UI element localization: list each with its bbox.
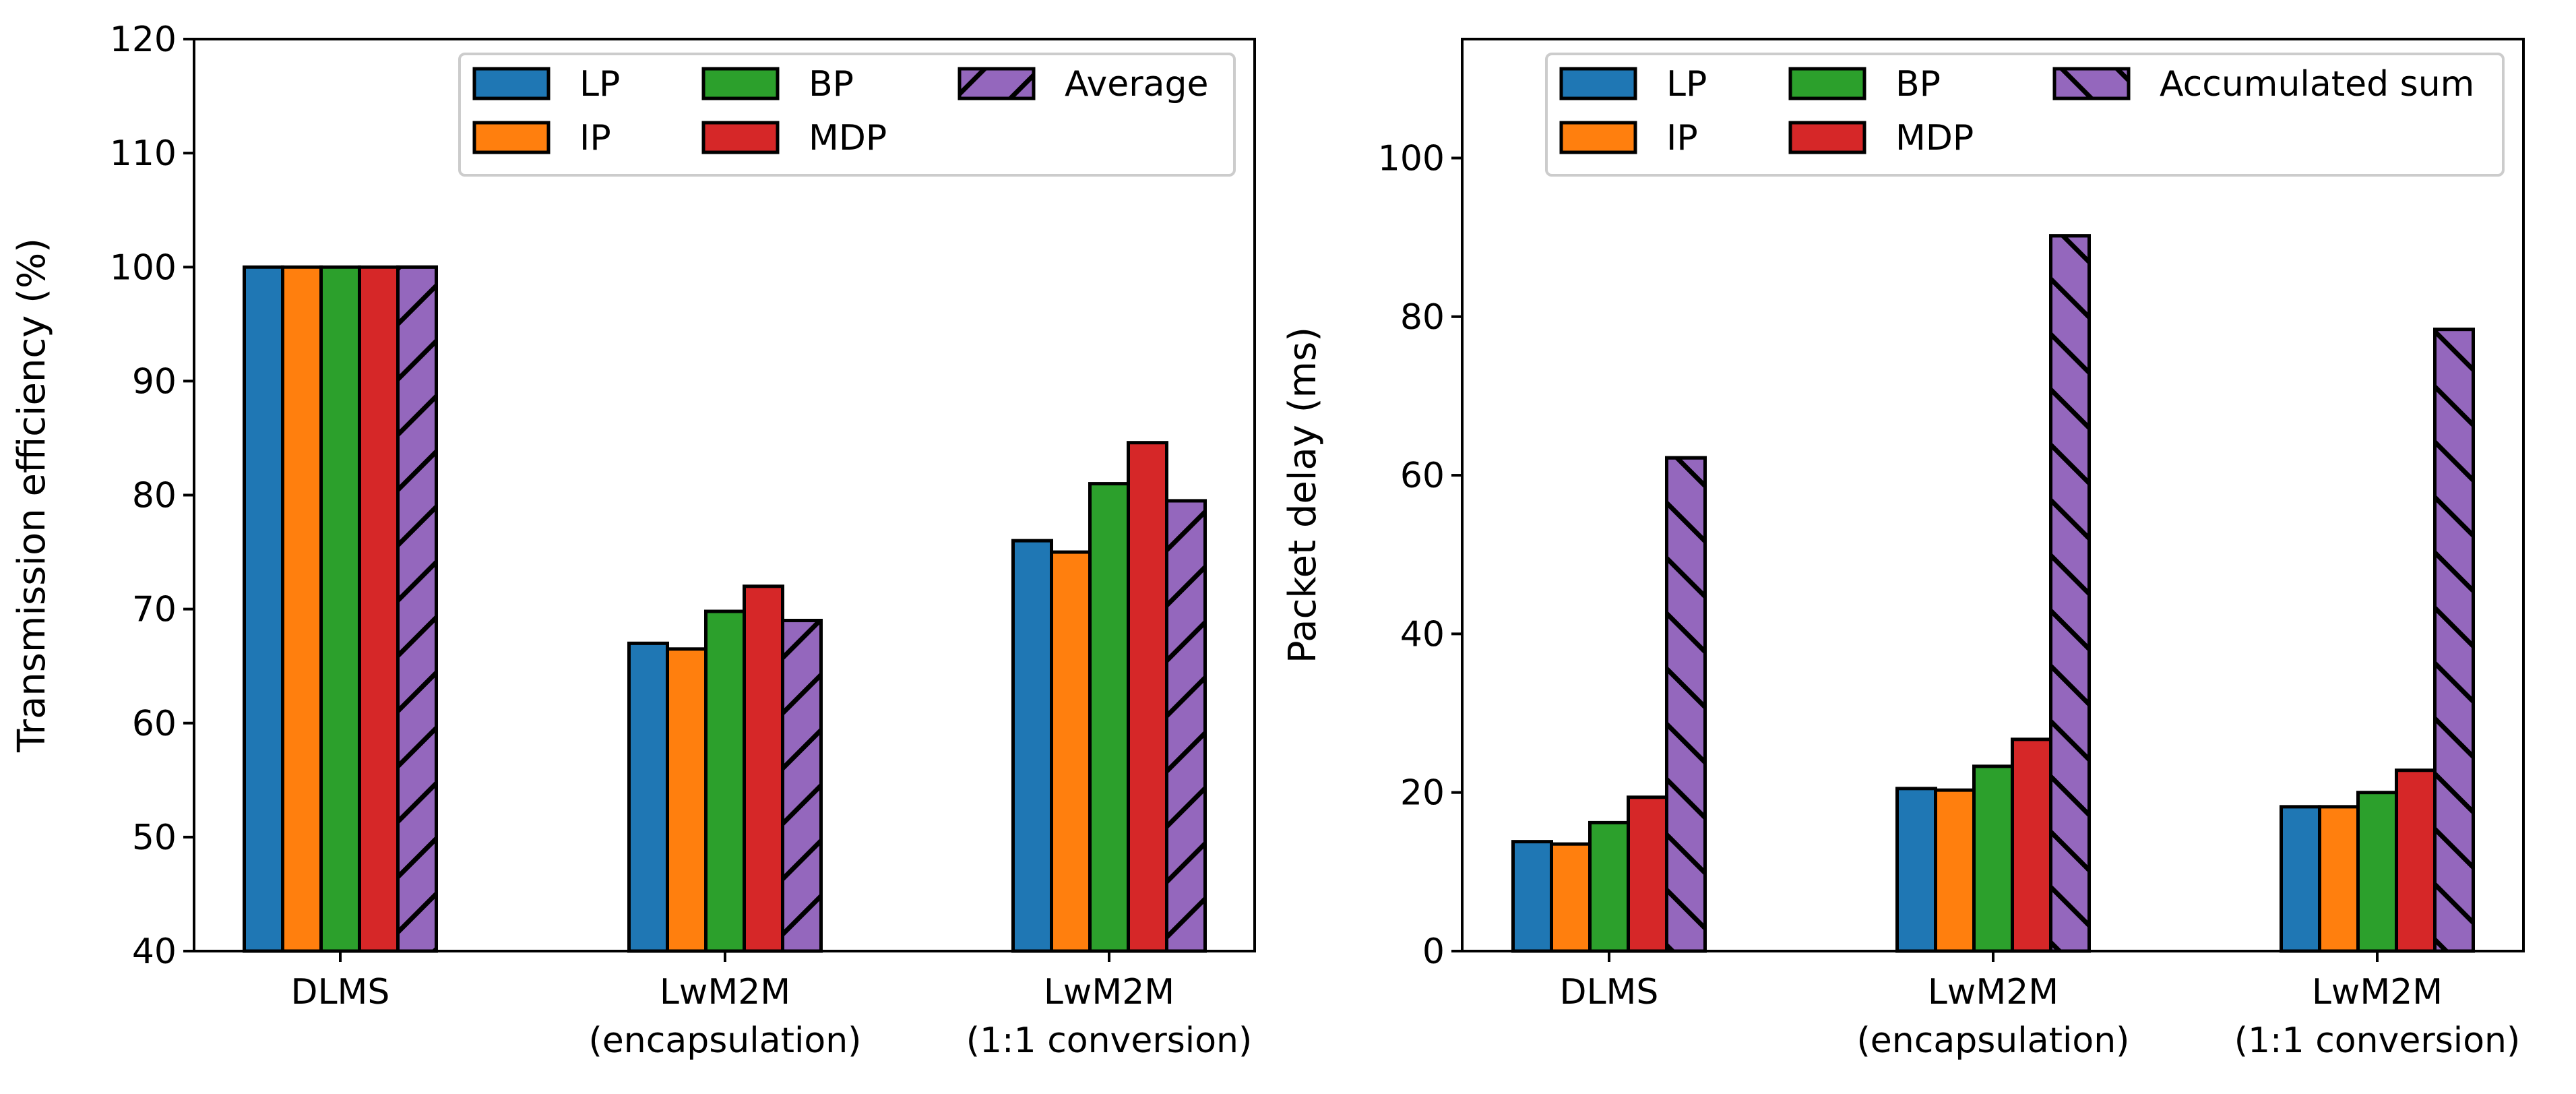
legend-ip-label: IP bbox=[1666, 118, 1698, 158]
x-tick-label: LwM2M bbox=[2312, 972, 2443, 1012]
y-tick-label: 40 bbox=[1400, 614, 1445, 655]
legend-lp-swatch bbox=[1559, 67, 1637, 100]
legend-lp-label: LP bbox=[1666, 64, 1707, 104]
bar-average-2-hatch bbox=[1165, 499, 1207, 953]
y-tick-label: 80 bbox=[132, 476, 177, 516]
y-tick-label: 70 bbox=[132, 590, 177, 630]
bar-lp-2 bbox=[2280, 805, 2321, 953]
y-tick-label: 50 bbox=[132, 818, 177, 858]
x-tick-label: DLMS bbox=[291, 972, 390, 1012]
bar-average-0-hatch bbox=[396, 265, 438, 953]
y-tick-label: 20 bbox=[1400, 773, 1445, 814]
x-tick-label: (1:1 conversion) bbox=[966, 1021, 1253, 1061]
y-tick-label: 120 bbox=[110, 20, 177, 60]
bar-ip-1 bbox=[1934, 788, 1976, 953]
bar-ip-1 bbox=[666, 647, 708, 953]
efficiency-chart: 40 50 60 70 80 90 100 110 120 DLMS LwM2M (encapsula… bbox=[10, 20, 1256, 1061]
x-tick-label: DLMS bbox=[1560, 972, 1659, 1012]
legend-ip-label: IP bbox=[579, 118, 611, 158]
bar-ip-0 bbox=[281, 265, 323, 953]
legend-box bbox=[1545, 53, 2505, 177]
bar-bp-1 bbox=[704, 609, 746, 953]
x-tick-label: (encapsulation) bbox=[589, 1021, 862, 1061]
bar-mdp-1 bbox=[743, 584, 784, 953]
legend-bp-swatch bbox=[1788, 67, 1866, 100]
x-tick-label: LwM2M bbox=[1044, 972, 1174, 1012]
delay-chart: 0 20 40 60 80 100 DLMS LwM2M (encapsulation) LwM2… bbox=[1281, 38, 2525, 1061]
y-tick-label: 60 bbox=[1400, 456, 1445, 496]
bar-mdp-2 bbox=[1127, 441, 1168, 953]
bar-lp-0 bbox=[1511, 840, 1553, 953]
legend-ip-swatch bbox=[472, 121, 551, 154]
legend-ip-swatch bbox=[1559, 121, 1637, 154]
legend-average-swatch-hatch bbox=[957, 67, 1036, 100]
bar-lp-2 bbox=[1011, 539, 1053, 953]
bar-ip-0 bbox=[1550, 842, 1592, 953]
y-tick-label: 80 bbox=[1400, 297, 1445, 338]
legend-bp-swatch bbox=[701, 67, 780, 100]
bar-lp-1 bbox=[1895, 787, 1937, 953]
bar-bp-0 bbox=[319, 265, 361, 953]
bar-bp-2 bbox=[2356, 791, 2398, 953]
y-tick-label: 60 bbox=[132, 704, 177, 744]
legend-accumulated-sum-label: Accumulated sum bbox=[2160, 64, 2474, 104]
y-tick-label: 100 bbox=[110, 247, 177, 288]
y-tick-label: 110 bbox=[110, 133, 177, 174]
y-axis-title: Transmission efficiency (%) bbox=[10, 238, 54, 753]
y-tick-label: 100 bbox=[1378, 138, 1445, 179]
legend-mdp-swatch bbox=[701, 121, 780, 154]
legend-lp-label: LP bbox=[579, 64, 620, 104]
bar-mdp-0 bbox=[358, 265, 400, 953]
y-tick-label: 40 bbox=[132, 932, 177, 972]
bar-accumulated-sum-2-hatch bbox=[2433, 328, 2475, 953]
bar-lp-0 bbox=[243, 265, 284, 953]
bar-accumulated-sum-0-hatch bbox=[1665, 456, 1707, 953]
bar-mdp-2 bbox=[2395, 768, 2437, 953]
legend-average-label: Average bbox=[1065, 64, 1209, 104]
legend-bp-label: BP bbox=[1895, 64, 1941, 104]
bar-mdp-1 bbox=[2011, 737, 2052, 953]
y-axis-title: Packet delay (ms) bbox=[1281, 327, 1325, 663]
bar-bp-0 bbox=[1588, 820, 1630, 953]
bar-average-1-hatch bbox=[781, 619, 823, 953]
bar-bp-1 bbox=[1972, 764, 2014, 953]
x-tick-label: (1:1 conversion) bbox=[2234, 1021, 2521, 1061]
y-tick-label: 90 bbox=[132, 361, 177, 402]
bar-bp-2 bbox=[1088, 482, 1130, 953]
bar-ip-2 bbox=[2318, 805, 2360, 953]
legend-lp-swatch bbox=[472, 67, 551, 100]
legend-mdp-label: MDP bbox=[809, 118, 887, 158]
y-tick-label: 0 bbox=[1422, 932, 1445, 972]
legend-accumulated-sum-swatch-hatch bbox=[2052, 67, 2131, 100]
bar-lp-1 bbox=[627, 641, 669, 953]
legend-box bbox=[458, 53, 1236, 177]
x-tick-label: LwM2M bbox=[1928, 972, 2059, 1012]
bar-accumulated-sum-1-hatch bbox=[2049, 234, 2091, 953]
x-tick-label: LwM2M bbox=[660, 972, 790, 1012]
legend-mdp-label: MDP bbox=[1895, 118, 1974, 158]
bar-ip-2 bbox=[1050, 550, 1092, 953]
bar-mdp-0 bbox=[1627, 795, 1668, 953]
legend-bp-label: BP bbox=[809, 64, 854, 104]
legend-mdp-swatch bbox=[1788, 121, 1866, 154]
x-tick-label: (encapsulation) bbox=[1857, 1021, 2130, 1061]
